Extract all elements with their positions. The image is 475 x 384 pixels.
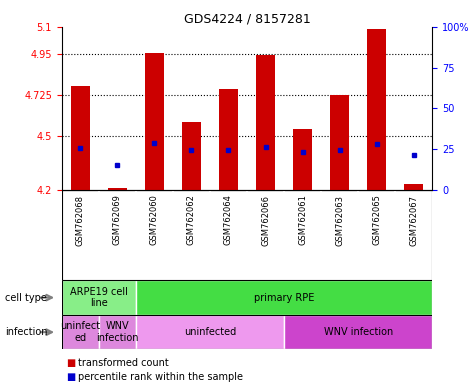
Bar [71,86,89,190]
Text: GSM762064: GSM762064 [224,195,233,245]
Title: GDS4224 / 8157281: GDS4224 / 8157281 [184,13,310,26]
Text: ■: ■ [66,372,76,382]
Bar [136,280,432,315]
Text: GSM762063: GSM762063 [335,195,344,246]
Text: GSM762065: GSM762065 [372,195,381,245]
Bar [256,55,275,190]
Text: GSM762069: GSM762069 [113,195,122,245]
Bar [293,129,312,190]
Bar [62,280,136,315]
Text: GSM762061: GSM762061 [298,195,307,245]
Bar [405,184,423,190]
Text: percentile rank within the sample: percentile rank within the sample [78,372,243,382]
Text: cell type: cell type [5,293,47,303]
Bar [108,188,126,190]
Bar [284,315,432,349]
Text: ■: ■ [66,358,76,368]
Text: GSM762062: GSM762062 [187,195,196,245]
Text: GSM762068: GSM762068 [76,195,85,246]
Text: WNV
infection: WNV infection [96,321,139,343]
Bar [62,315,99,349]
Text: GSM762066: GSM762066 [261,195,270,246]
Bar [182,122,201,190]
Text: uninfect
ed: uninfect ed [60,321,100,343]
Text: GSM762060: GSM762060 [150,195,159,245]
Text: transformed count: transformed count [78,358,169,368]
Bar [219,89,238,190]
Text: infection: infection [5,327,47,337]
Bar [368,29,386,190]
Text: ARPE19 cell
line: ARPE19 cell line [70,287,128,308]
Text: uninfected: uninfected [184,327,236,337]
Bar [145,53,163,190]
Text: GSM762067: GSM762067 [409,195,418,246]
Bar [99,315,136,349]
Bar [136,315,284,349]
Text: WNV infection: WNV infection [323,327,393,337]
Text: primary RPE: primary RPE [254,293,314,303]
Bar [331,95,349,190]
